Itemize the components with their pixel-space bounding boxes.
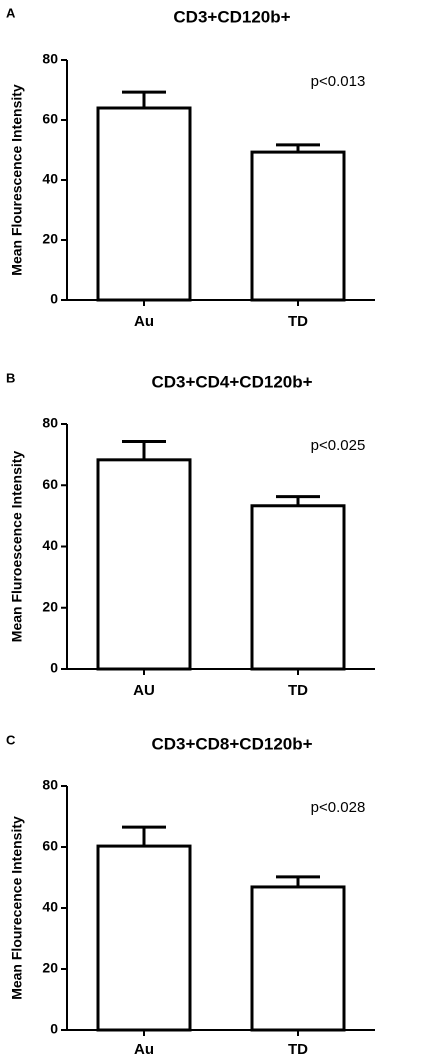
chart-title: CD3+CD8+CD120b+ bbox=[151, 734, 312, 753]
y-tick-label: 40 bbox=[42, 537, 58, 553]
y-tick-label: 60 bbox=[42, 111, 58, 127]
y-tick-label: 80 bbox=[42, 51, 58, 67]
y-tick-label: 0 bbox=[50, 660, 58, 676]
bar bbox=[96, 844, 192, 1032]
x-tick-label: Au bbox=[134, 313, 154, 330]
bar bbox=[250, 150, 346, 302]
y-tick-label: 20 bbox=[42, 598, 58, 614]
bar bbox=[96, 106, 192, 302]
annotation: p<0.028 bbox=[311, 799, 366, 816]
bar bbox=[250, 504, 346, 671]
y-tick-label: 0 bbox=[50, 1021, 58, 1037]
x-tick-label: AU bbox=[133, 682, 155, 699]
bar bbox=[96, 458, 192, 671]
annotation: p<0.025 bbox=[311, 437, 366, 454]
y-tick-label: 40 bbox=[42, 899, 58, 915]
y-axis-label: Mean Fluroescence Intensity bbox=[9, 451, 25, 643]
x-tick-label: TD bbox=[288, 313, 308, 330]
x-tick-label: TD bbox=[288, 682, 308, 699]
panel-label: A bbox=[6, 5, 16, 20]
x-tick-label: TD bbox=[288, 1041, 308, 1058]
error-bar bbox=[276, 875, 320, 887]
error-bar bbox=[122, 439, 166, 460]
y-tick-label: 20 bbox=[42, 960, 58, 976]
y-tick-label: 60 bbox=[42, 838, 58, 854]
y-tick-label: 40 bbox=[42, 171, 58, 187]
x-tick-label: Au bbox=[134, 1041, 154, 1058]
y-tick-label: 20 bbox=[42, 231, 58, 247]
error-bar bbox=[276, 495, 320, 506]
y-tick-label: 80 bbox=[42, 777, 58, 793]
y-tick-label: 80 bbox=[42, 415, 58, 431]
chart-title: CD3+CD4+CD120b+ bbox=[151, 372, 312, 391]
error-bar bbox=[122, 90, 166, 108]
error-bar bbox=[122, 825, 166, 847]
panel-label: B bbox=[6, 370, 15, 385]
y-tick-label: 0 bbox=[50, 291, 58, 307]
y-tick-label: 60 bbox=[42, 476, 58, 492]
y-axis-label: Mean Flourecence Intensity bbox=[9, 816, 25, 1000]
annotation: p<0.013 bbox=[311, 73, 366, 90]
panel-label: C bbox=[6, 732, 16, 747]
bar bbox=[250, 885, 346, 1032]
y-axis-label: Mean Flourescence Intensity bbox=[9, 84, 25, 276]
chart-title: CD3+CD120b+ bbox=[173, 7, 290, 26]
